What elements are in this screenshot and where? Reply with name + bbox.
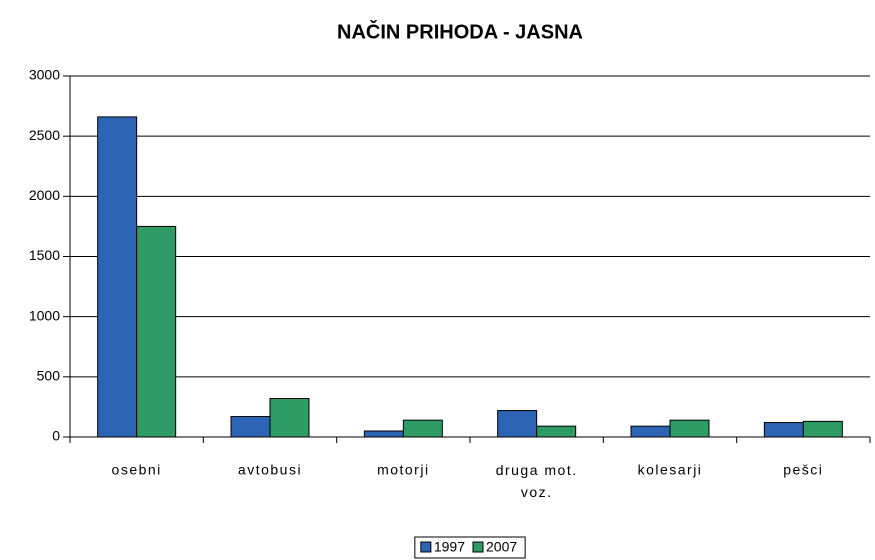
y-tick-label: 0 [52,428,60,444]
bar [630,425,671,438]
y-tick-label: 1500 [29,247,60,263]
legend-label: 1997 [434,539,465,555]
chart-title: NAČIN PRIHODA - JASNA [337,19,583,43]
legend-swatch [472,541,484,553]
bar [402,419,443,438]
bar [536,425,577,438]
y-tick-label: 500 [37,368,61,384]
bar [763,422,804,438]
bar [802,420,843,438]
bar [497,410,538,438]
x-tick-label: druga mot. voz. [496,462,578,500]
x-tick-label: motorji [377,462,430,478]
bar [136,225,177,438]
bar [97,116,138,438]
y-tick-label: 1000 [29,307,60,323]
x-tick-label: kolesarji [638,462,703,478]
bar [230,416,271,438]
x-tick-label: osebni [112,462,162,478]
bar [269,397,310,438]
x-tick-label: avtobusi [238,462,302,478]
x-tick-label: pešci [783,462,823,478]
y-tick-label: 2500 [29,127,60,143]
bar [363,430,404,438]
legend-box [414,536,526,559]
y-tick-label: 3000 [29,67,60,83]
legend-swatch [420,541,432,553]
legend-label: 2007 [486,539,517,555]
y-tick-label: 2000 [29,187,60,203]
bar [669,419,710,438]
